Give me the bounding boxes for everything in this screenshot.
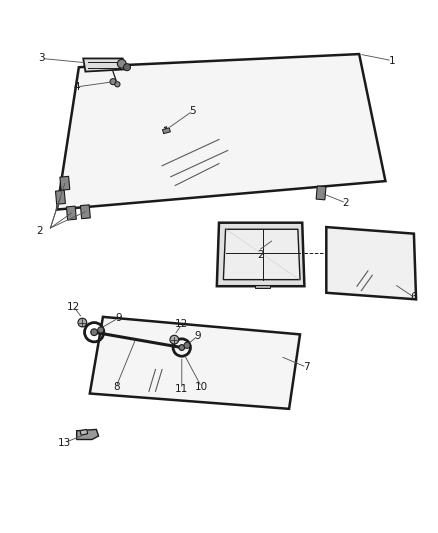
- Circle shape: [179, 345, 185, 350]
- Circle shape: [78, 318, 87, 327]
- Text: 9: 9: [115, 313, 122, 323]
- Text: 11: 11: [175, 384, 188, 394]
- Polygon shape: [162, 128, 170, 134]
- Polygon shape: [57, 54, 385, 209]
- Text: 3: 3: [38, 53, 45, 63]
- Polygon shape: [217, 223, 304, 286]
- Circle shape: [91, 329, 98, 336]
- Text: 13: 13: [58, 438, 71, 448]
- Text: 12: 12: [67, 302, 80, 312]
- Polygon shape: [83, 59, 125, 71]
- Polygon shape: [255, 285, 270, 288]
- Circle shape: [110, 78, 116, 85]
- Polygon shape: [81, 205, 90, 219]
- Text: 2: 2: [343, 198, 350, 208]
- Text: 2: 2: [257, 249, 264, 260]
- Text: 12: 12: [175, 319, 188, 329]
- Text: 4: 4: [73, 82, 80, 92]
- Polygon shape: [326, 227, 416, 300]
- Polygon shape: [77, 430, 99, 440]
- Text: 5: 5: [189, 106, 196, 116]
- Circle shape: [184, 342, 190, 349]
- Text: 2: 2: [36, 227, 43, 237]
- Circle shape: [98, 327, 104, 333]
- Circle shape: [170, 335, 179, 344]
- Polygon shape: [90, 317, 300, 409]
- Circle shape: [115, 82, 120, 87]
- Circle shape: [117, 59, 126, 68]
- Polygon shape: [56, 190, 65, 204]
- Text: 8: 8: [113, 382, 120, 392]
- Text: 10: 10: [195, 382, 208, 392]
- Polygon shape: [60, 176, 70, 190]
- Polygon shape: [164, 127, 167, 128]
- Circle shape: [124, 64, 131, 71]
- Polygon shape: [67, 206, 76, 220]
- Polygon shape: [223, 229, 300, 280]
- Text: 6: 6: [410, 292, 417, 302]
- Text: 1: 1: [389, 55, 396, 66]
- Text: 9: 9: [194, 330, 201, 341]
- Text: 7: 7: [303, 362, 310, 372]
- Polygon shape: [80, 430, 88, 435]
- Polygon shape: [316, 186, 326, 200]
